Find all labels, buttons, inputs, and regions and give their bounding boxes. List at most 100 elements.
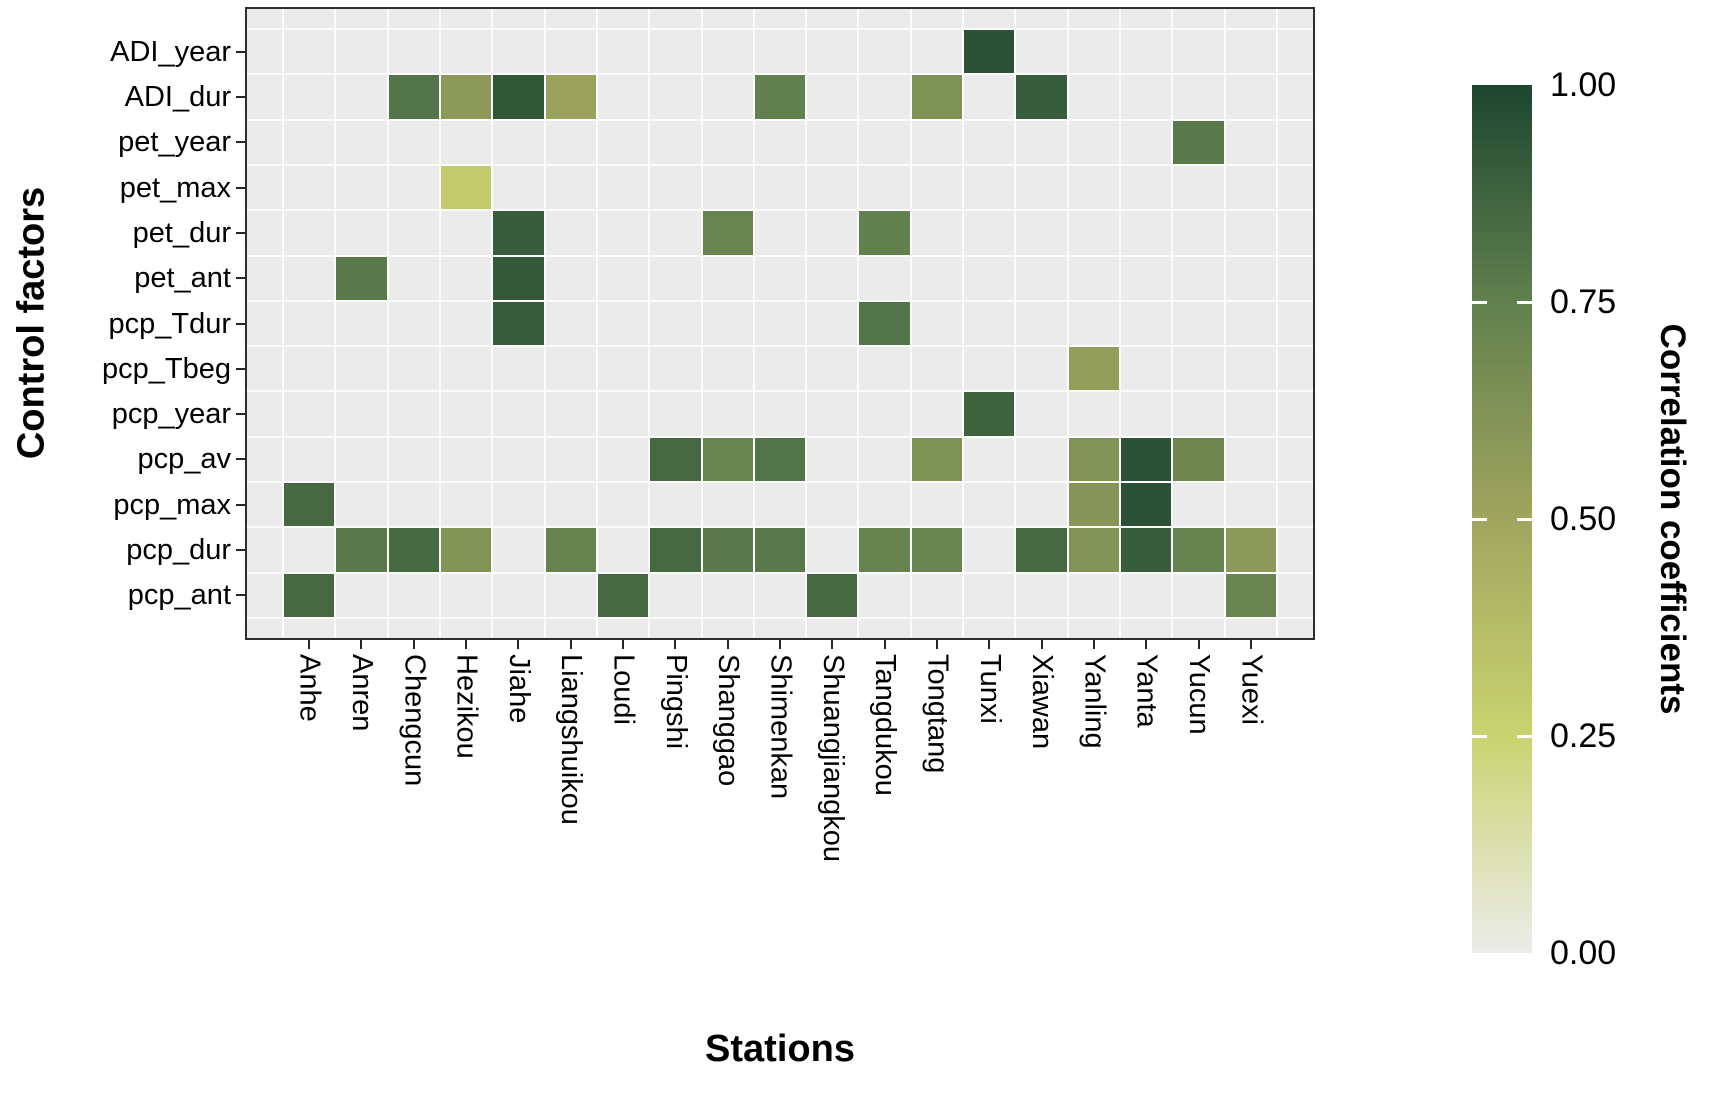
heatmap-cell xyxy=(440,528,492,572)
gridline-horizontal xyxy=(245,345,1315,348)
gridline-horizontal xyxy=(245,28,1315,30)
heatmap-cell xyxy=(702,528,753,572)
x-axis-tick-label: Yuexi xyxy=(1235,654,1268,725)
heatmap-cell xyxy=(859,528,910,572)
y-axis-tick xyxy=(236,231,245,234)
gridline-vertical xyxy=(1276,7,1278,640)
gridline-vertical xyxy=(648,7,651,640)
gridline-vertical xyxy=(909,7,912,640)
heatmap-cell xyxy=(1068,347,1120,391)
y-axis-tick-label: pcp_Tbeg xyxy=(102,352,231,385)
x-axis-tick xyxy=(465,640,468,649)
heatmap-cell xyxy=(1016,75,1067,119)
x-axis-tick-label: Pingshi xyxy=(659,654,692,750)
gridline-vertical xyxy=(1171,7,1174,640)
x-axis-tick xyxy=(308,640,311,649)
gridline-horizontal xyxy=(245,299,1315,302)
y-axis-tick xyxy=(236,367,245,370)
y-axis-tick xyxy=(236,458,245,461)
heatmap-cell xyxy=(336,528,387,572)
gridline-horizontal xyxy=(245,526,1315,529)
heatmap-cell xyxy=(911,528,963,572)
x-axis-tick xyxy=(935,640,938,649)
heatmap-cell xyxy=(493,256,544,300)
x-axis-tick xyxy=(569,640,572,649)
y-axis-tick-label: pcp_dur xyxy=(126,534,231,567)
y-axis-tick xyxy=(236,50,245,53)
gridline-horizontal xyxy=(245,163,1315,166)
gridline-vertical xyxy=(700,7,703,640)
y-axis-tick xyxy=(236,549,245,552)
y-axis-tick xyxy=(236,503,245,506)
gridline-vertical xyxy=(752,7,755,640)
x-axis-tick-label: Liangshuikou xyxy=(555,654,588,825)
heatmap-cell xyxy=(1068,483,1120,527)
gridline-vertical xyxy=(962,7,965,640)
x-axis-tick-label: Yanta xyxy=(1130,654,1163,728)
heatmap-cell xyxy=(702,211,753,255)
y-axis-tick xyxy=(236,277,245,280)
y-axis-tick-label: pcp_Tdur xyxy=(108,307,231,340)
gridline-horizontal xyxy=(245,254,1315,257)
x-axis-tick xyxy=(883,640,886,649)
gridline-vertical xyxy=(1014,7,1017,640)
y-axis-tick-label: pet_ant xyxy=(134,262,231,295)
heatmap-cell xyxy=(1016,528,1067,572)
x-axis-title: Stations xyxy=(705,1028,855,1070)
heatmap-cell xyxy=(1121,528,1172,572)
y-axis-tick-label: pet_max xyxy=(119,171,231,204)
x-axis-tick xyxy=(517,640,520,649)
gridline-vertical xyxy=(282,7,284,640)
gridline-horizontal xyxy=(245,617,1315,619)
colorbar-tick xyxy=(1517,517,1532,521)
x-axis-tick xyxy=(779,640,781,649)
heatmap-cell xyxy=(388,75,439,119)
x-axis-tick xyxy=(831,640,834,649)
x-axis-tick-label: Yucun xyxy=(1183,654,1216,735)
gridline-horizontal xyxy=(245,481,1315,484)
gridline-vertical xyxy=(334,7,337,640)
y-axis-tick-label: pet_dur xyxy=(132,216,231,249)
heatmap-cell xyxy=(336,256,387,300)
heatmap-cell xyxy=(859,301,910,346)
x-axis-tick xyxy=(1249,640,1252,649)
colorbar-tick-label: 0.00 xyxy=(1550,934,1617,972)
y-axis-tick-label: pcp_max xyxy=(113,488,231,521)
heatmap-cell xyxy=(284,483,335,527)
x-axis-tick-label: Shuangjiangkou xyxy=(816,654,849,863)
x-axis-tick-label: Tunxi xyxy=(973,654,1006,724)
heatmap-cell xyxy=(1121,437,1172,482)
x-axis-tick xyxy=(1145,640,1148,649)
x-axis-tick-label: Xiawan xyxy=(1026,654,1059,750)
heatmap-cell xyxy=(284,573,335,617)
x-axis-tick-label: Anren xyxy=(345,654,378,732)
x-axis-tick xyxy=(988,640,991,649)
heatmap-cell xyxy=(493,211,544,255)
legend-title: Correlation coefficients xyxy=(1653,323,1692,715)
heatmap-cell xyxy=(1225,573,1276,617)
gridline-vertical xyxy=(1066,7,1069,640)
gridline-vertical xyxy=(857,7,860,640)
colorbar-tick xyxy=(1517,300,1532,304)
heatmap-cell xyxy=(859,211,910,255)
heatmap-cell xyxy=(964,30,1015,74)
x-axis-tick xyxy=(1197,640,1200,649)
heatmap-cell xyxy=(1173,437,1224,482)
heatmap-cell xyxy=(440,75,492,119)
x-axis-tick xyxy=(1040,640,1043,649)
heatmap-cell xyxy=(388,528,439,572)
y-axis-tick xyxy=(236,594,245,597)
heatmap-cell xyxy=(650,528,701,572)
colorbar-tick xyxy=(1517,734,1532,738)
heatmap-cell xyxy=(1068,437,1120,482)
x-axis-tick-label: Jiahe xyxy=(502,654,535,724)
colorbar-tick xyxy=(1472,517,1487,521)
heatmap-cell xyxy=(440,165,492,210)
x-axis-tick-label: Hezikou xyxy=(450,654,483,759)
x-axis-tick-label: Tangdukou xyxy=(869,654,902,796)
gridline-vertical xyxy=(543,7,546,640)
colorbar-tick-label: 0.50 xyxy=(1550,500,1617,538)
heatmap-cell xyxy=(911,75,963,119)
heatmap-cell xyxy=(1068,528,1120,572)
